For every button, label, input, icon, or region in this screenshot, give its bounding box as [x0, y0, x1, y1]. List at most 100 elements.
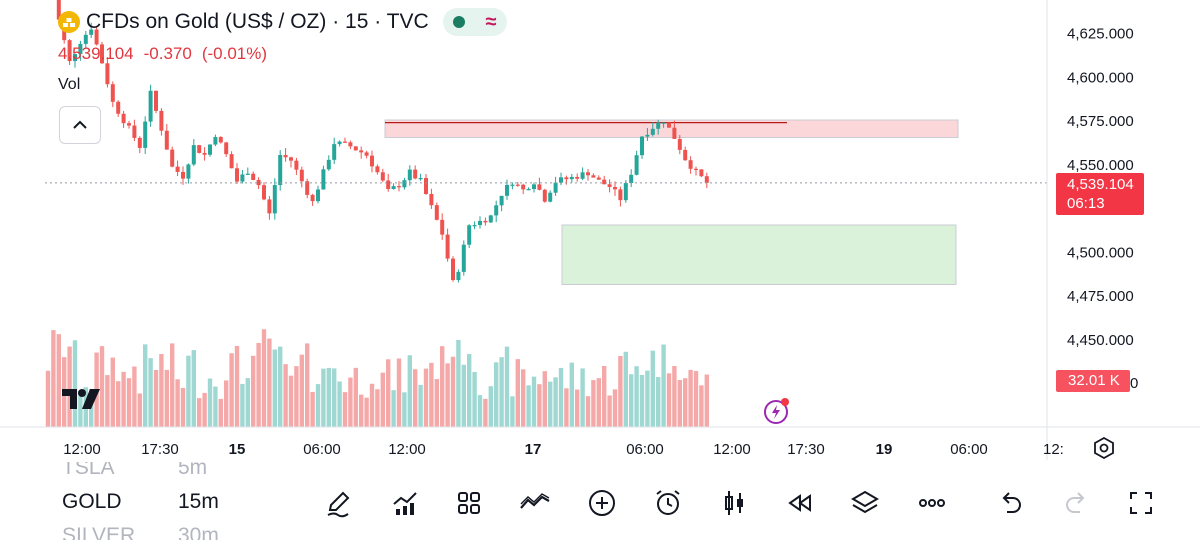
- candle: [359, 146, 364, 159]
- symbol-list[interactable]: TSLA 5m GOLD 15m SILVER 30m: [0, 462, 300, 540]
- symbol-title[interactable]: CFDs on Gold (US$ / OZ) · 15 · TVC: [86, 10, 429, 33]
- symbol-row-tsla[interactable]: TSLA 5m: [62, 462, 207, 480]
- candle-body: [532, 184, 536, 190]
- candle: [542, 188, 547, 203]
- replay-icon[interactable]: [783, 486, 817, 520]
- symbol-row-silver[interactable]: SILVER 30m: [62, 524, 219, 540]
- volume-bar: [521, 369, 526, 427]
- symbol-row-gold[interactable]: GOLD 15m: [62, 490, 219, 514]
- grid-layout-icon[interactable]: [452, 486, 486, 520]
- candle: [451, 256, 455, 282]
- candle: [256, 177, 261, 189]
- volume-bar: [272, 349, 277, 427]
- more-icon[interactable]: [915, 486, 949, 520]
- volume-bar: [105, 375, 110, 427]
- volume-bar: [440, 346, 445, 427]
- price-chart[interactable]: 4,625.000 4,600.000 4,575.000 4,550.000 4,50…: [0, 0, 1200, 460]
- candle-body: [353, 146, 358, 151]
- candle-body: [499, 195, 504, 206]
- volume-bar: [618, 355, 623, 427]
- candle: [640, 135, 644, 159]
- market-status-pill[interactable]: ≈: [442, 8, 507, 36]
- settings-gear-icon[interactable]: [1093, 437, 1115, 459]
- candle-body: [559, 177, 563, 183]
- candle-body: [294, 160, 299, 170]
- chart-area[interactable]: 4,625.000 4,600.000 4,575.000 4,550.000 4,50…: [0, 0, 1200, 460]
- candle-body: [326, 159, 331, 170]
- volume-bar: [234, 345, 240, 427]
- volume-bar: [467, 354, 472, 427]
- volume-bar: [110, 357, 115, 427]
- candle: [251, 171, 256, 181]
- candle: [159, 108, 164, 136]
- price-axis[interactable]: 4,625.000 4,600.000 4,575.000 4,550.000 4,50…: [1067, 26, 1138, 393]
- candle-body: [467, 225, 472, 245]
- candle: [208, 144, 212, 157]
- candle-body: [94, 29, 99, 45]
- volume-bar: [218, 398, 223, 427]
- candle-body: [629, 174, 634, 184]
- add-icon[interactable]: [585, 486, 619, 520]
- current-price: 4,539.104: [58, 44, 134, 63]
- layers-icon[interactable]: [848, 486, 882, 520]
- candle: [283, 148, 288, 162]
- volume-bar: [326, 367, 331, 427]
- time-axis-label: 12:: [1043, 441, 1064, 458]
- candle: [245, 167, 250, 176]
- candle-body: [418, 178, 423, 180]
- candle: [316, 185, 320, 204]
- volume-bar: [704, 374, 709, 427]
- compare-icon[interactable]: [518, 486, 552, 520]
- volume-bar: [137, 393, 142, 427]
- candles-icon[interactable]: [717, 486, 751, 520]
- candle-body: [618, 189, 623, 201]
- redo-icon[interactable]: [1060, 486, 1094, 520]
- candle: [267, 195, 272, 220]
- demand-zone[interactable]: [561, 224, 957, 285]
- candle-body: [380, 172, 385, 181]
- candlesticks[interactable]: [46, 0, 709, 283]
- fullscreen-icon[interactable]: [1124, 486, 1158, 520]
- volume-bar: [72, 340, 78, 427]
- candle-body: [235, 168, 239, 182]
- candle: [440, 213, 445, 240]
- candle-body: [127, 123, 131, 126]
- candle: [137, 136, 142, 154]
- last-price-value: 4,539.104: [1067, 176, 1134, 193]
- tradingview-logo-icon[interactable]: [60, 386, 106, 412]
- volume-bar: [180, 387, 186, 427]
- pen-icon[interactable]: [322, 486, 356, 520]
- candle: [407, 165, 412, 186]
- volume-bar: [267, 338, 272, 427]
- collapse-indicators-button[interactable]: [59, 106, 101, 144]
- candle: [370, 150, 374, 173]
- candle: [364, 150, 369, 159]
- time-axis[interactable]: 12:00 17:30 15 06:00 12:00 17 06:00 12:00 17:30 1…: [63, 441, 1064, 458]
- candle-body: [483, 220, 488, 223]
- candle: [116, 100, 121, 117]
- candle-body: [100, 44, 104, 64]
- candle: [272, 178, 277, 220]
- alarm-icon[interactable]: [651, 486, 685, 520]
- market-open-dot-icon: [452, 16, 465, 28]
- volume-bar: [693, 371, 699, 427]
- lightning-icon[interactable]: [762, 396, 792, 426]
- candle-body: [56, 0, 61, 20]
- candle-body: [688, 160, 693, 169]
- volume-bar: [580, 368, 585, 427]
- candle: [154, 90, 158, 114]
- undo-icon[interactable]: [993, 486, 1027, 520]
- candle-body: [623, 183, 628, 201]
- volume-indicator-label[interactable]: Vol: [58, 76, 81, 93]
- candle-body: [645, 134, 650, 137]
- candle-body: [332, 144, 337, 160]
- symbol-timeframe: 5m: [178, 462, 208, 479]
- indicators-icon[interactable]: [388, 486, 422, 520]
- supply-zone[interactable]: [384, 119, 959, 138]
- volume-bar: [623, 351, 628, 427]
- time-axis-label: 19: [876, 441, 893, 458]
- volume-bar: [639, 374, 645, 427]
- candle: [121, 110, 126, 128]
- candle: [402, 177, 407, 190]
- price-axis-label: 4,475.000: [1067, 288, 1134, 305]
